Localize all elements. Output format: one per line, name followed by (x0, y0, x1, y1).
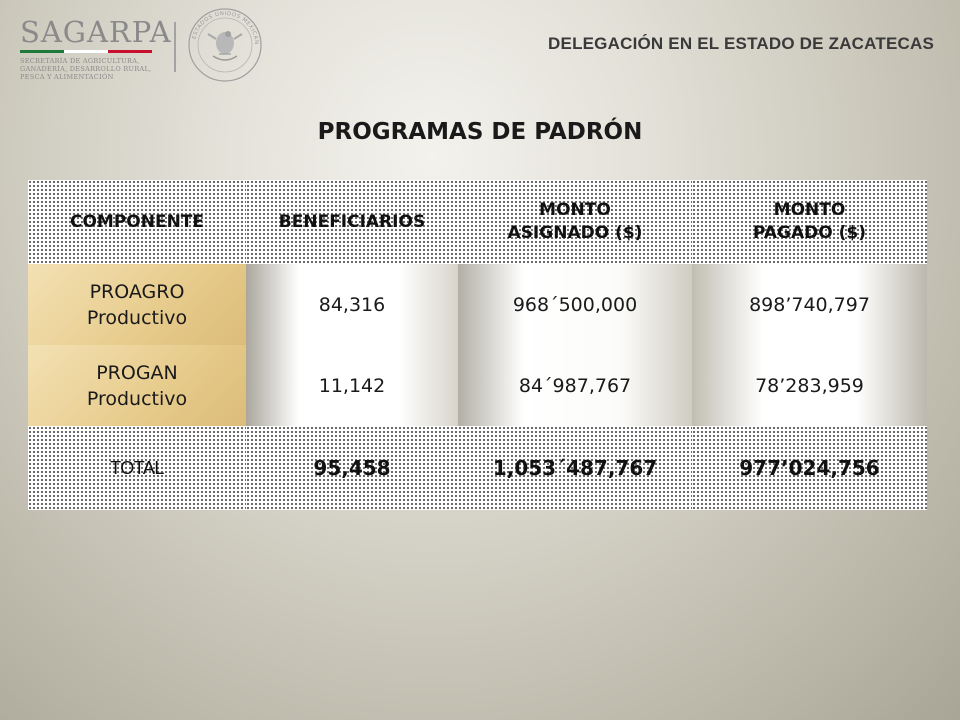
logo-subtitle: SECRETARÍA DE AGRICULTURA, GANADERÍA, DE… (20, 57, 170, 81)
sagarpa-logo: SAGARPA SECRETARÍA DE AGRICULTURA, GANAD… (20, 15, 172, 81)
programs-table: COMPONENTE BENEFICIARIOS MONTO ASIGNADO … (28, 180, 927, 510)
header-beneficiarios: BENEFICIARIOS (246, 180, 458, 264)
cell-componente: PROAGRO Productivo (28, 264, 246, 345)
cell-monto-asignado: 84´987,767 (458, 345, 692, 426)
logo-subtitle-line: PESCA Y ALIMENTACIÓN (20, 73, 114, 81)
header-line: PAGADO ($) (752, 223, 866, 243)
cell-monto-pagado: 78’283,959 (692, 345, 927, 426)
table-row: PROAGRO Productivo 84,316 968´500,000 89… (28, 264, 927, 345)
cell-beneficiarios: 84,316 (246, 264, 458, 345)
cell-beneficiarios: 11,142 (246, 345, 458, 426)
total-monto-asignado: 1,053´487,767 (458, 426, 692, 510)
componente-line: Productivo (86, 387, 188, 410)
logo-color-bar (20, 50, 152, 53)
delegation-label: DELEGACIÓN EN EL ESTADO DE ZACATECAS (548, 34, 934, 53)
cell-monto-pagado: 898’740,797 (692, 264, 927, 345)
cell-componente: PROGAN Productivo (28, 345, 246, 426)
logo-subtitle-line: SECRETARÍA DE AGRICULTURA, (20, 57, 140, 65)
page-title: PROGRAMAS DE PADRÓN (317, 119, 643, 145)
logo-wordmark: SAGARPA (20, 15, 172, 49)
total-beneficiarios: 95,458 (246, 426, 458, 510)
header: SAGARPA SECRETARÍA DE AGRICULTURA, GANAD… (0, 0, 960, 100)
header-line: MONTO (773, 200, 846, 220)
logo-subtitle-line: GANADERÍA, DESARROLLO RURAL, (20, 65, 152, 73)
componente-line: Productivo (86, 306, 188, 329)
cell-monto-asignado: 968´500,000 (458, 264, 692, 345)
header-componente: COMPONENTE (28, 180, 246, 264)
national-seal-icon: ESTADOS UNIDOS MEXICANOS (186, 6, 262, 82)
header-monto-pagado: MONTO PAGADO ($) (692, 180, 927, 264)
table-row: PROGAN Productivo 11,142 84´987,767 78’2… (28, 345, 927, 426)
header-line: ASIGNADO ($) (507, 223, 643, 243)
header-divider (174, 22, 176, 72)
total-monto-pagado: 977’024,756 (692, 426, 927, 510)
header-line: MONTO (539, 200, 611, 220)
componente-line: PROAGRO (89, 280, 185, 303)
table-header-row: COMPONENTE BENEFICIARIOS MONTO ASIGNADO … (28, 180, 927, 264)
total-label: TOTAL (28, 426, 246, 510)
table-total-row: TOTAL 95,458 1,053´487,767 977’024,756 (28, 426, 927, 510)
componente-line: PROGAN (96, 361, 178, 384)
header-monto-asignado: MONTO ASIGNADO ($) (458, 180, 692, 264)
